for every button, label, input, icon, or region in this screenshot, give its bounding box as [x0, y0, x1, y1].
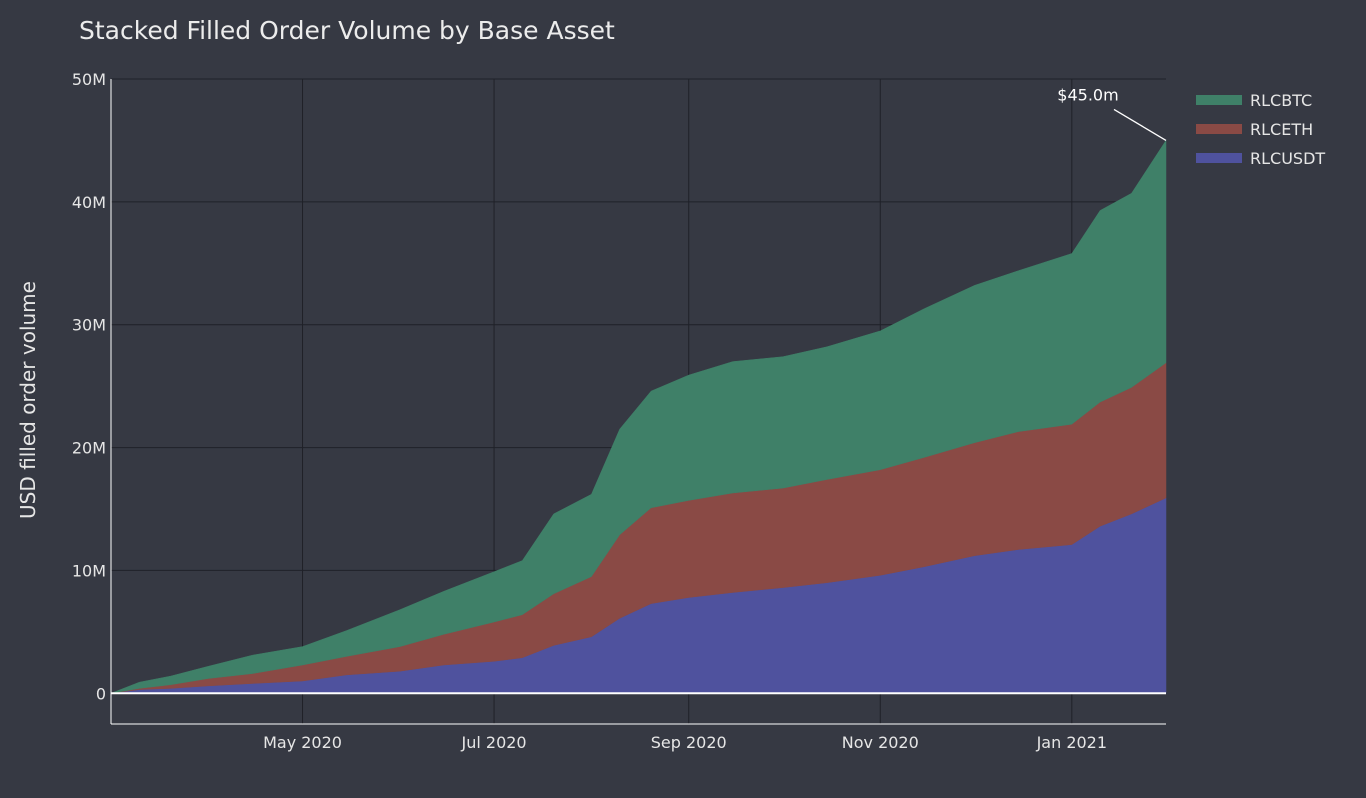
legend-swatch	[1196, 153, 1242, 163]
y-tick-label: 30M	[72, 316, 106, 335]
y-tick-label: 40M	[72, 193, 106, 212]
x-tick-label: Jan 2021	[1036, 733, 1107, 752]
x-tick-label: Nov 2020	[842, 733, 919, 752]
y-axis-label: USD filled order volume	[16, 281, 40, 519]
x-tick-label: Sep 2020	[651, 733, 727, 752]
legend-item-rlcbtc[interactable]: RLCBTC	[1196, 91, 1312, 110]
legend-label: RLCETH	[1250, 120, 1313, 139]
y-tick-label: 50M	[72, 70, 106, 89]
y-tick-label: 10M	[72, 561, 106, 580]
annotations: $45.0m	[1057, 85, 1167, 141]
legend-swatch	[1196, 124, 1242, 134]
legend-swatch	[1196, 95, 1242, 105]
legend-label: RLCBTC	[1250, 91, 1312, 110]
y-tick-label: 0	[96, 684, 106, 703]
legend-item-rlceth[interactable]: RLCETH	[1196, 120, 1313, 139]
legend-item-rlcusdt[interactable]: RLCUSDT	[1196, 149, 1325, 168]
x-tick-label: Jul 2020	[461, 733, 527, 752]
axes	[110, 79, 1166, 725]
area-rlcbtc	[110, 139, 1167, 694]
legend[interactable]: RLCBTC RLCETH RLCUSDT	[1196, 91, 1325, 168]
x-tick-labels: May 2020 Jul 2020 Sep 2020 Nov 2020 Jan 2021	[263, 733, 1107, 752]
annotation-arrow	[1113, 108, 1167, 141]
y-tick-labels: 0 10M 20M 30M 40M 50M	[72, 70, 106, 703]
legend-label: RLCUSDT	[1250, 149, 1325, 168]
x-tick-label: May 2020	[263, 733, 342, 752]
area-layers	[110, 139, 1167, 694]
annotation-label: $45.0m	[1057, 85, 1118, 104]
y-tick-label: 20M	[72, 439, 106, 458]
chart-title: Stacked Filled Order Volume by Base Asse…	[79, 16, 615, 45]
